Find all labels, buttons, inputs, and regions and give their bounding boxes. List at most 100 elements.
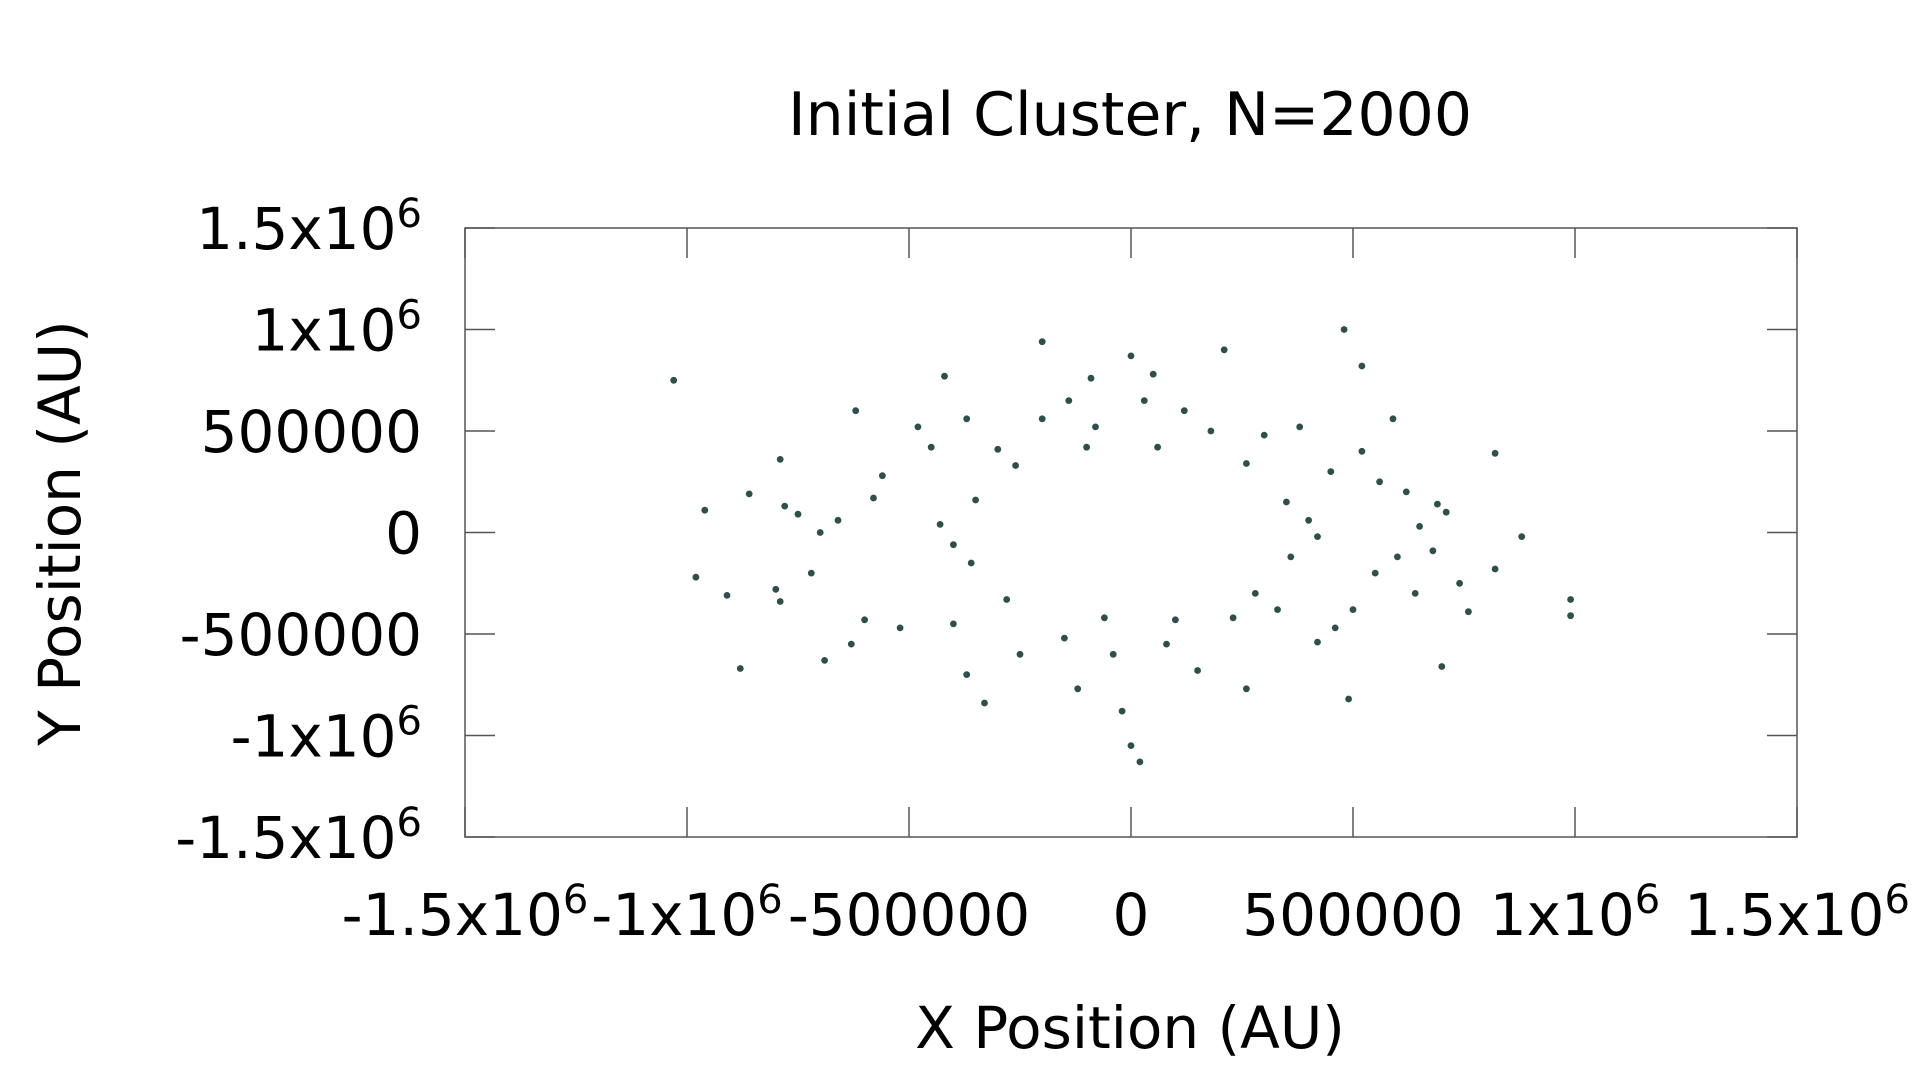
data-point [745, 490, 753, 498]
y-axis-label: Y Position (AU) [26, 320, 94, 747]
y-tick-label: 1x106 [252, 293, 422, 365]
data-point [896, 624, 904, 632]
data-point [1438, 663, 1446, 670]
data-point [1358, 447, 1366, 455]
data-point [1442, 508, 1450, 516]
x-tick-label: 1.5x106 [1684, 877, 1910, 949]
data-point [1314, 638, 1321, 646]
data-point [981, 699, 988, 707]
data-point [1065, 397, 1073, 404]
x-tick-label: -500000 [788, 881, 1030, 949]
data-point [950, 620, 957, 628]
data-point [1207, 427, 1215, 435]
data-point [1340, 326, 1348, 333]
x-tick-label: 0 [1113, 881, 1150, 949]
data-point [723, 592, 731, 599]
data-point [963, 671, 971, 678]
data-point [994, 445, 1002, 453]
data-point [670, 376, 678, 384]
data-point [1172, 616, 1179, 624]
data-point [1220, 346, 1228, 354]
y-tick-label: 1.5x106 [196, 191, 422, 263]
data-point [1429, 547, 1437, 555]
data-point [807, 569, 815, 577]
data-point [1327, 468, 1335, 475]
data-point [1012, 462, 1019, 469]
data-point [736, 665, 744, 672]
chart-title: Initial Cluster, N=2000 [788, 80, 1472, 150]
data-point [870, 494, 877, 502]
data-point [1434, 500, 1441, 508]
data-point [1087, 374, 1095, 382]
y-tick-label: -1.5x106 [175, 800, 422, 872]
data-point [1109, 650, 1117, 658]
data-point [936, 521, 944, 528]
data-point [1194, 667, 1201, 674]
data-point [1491, 449, 1499, 457]
x-tick-label: 500000 [1242, 881, 1463, 949]
data-point [1140, 397, 1148, 404]
data-point [967, 559, 975, 567]
data-point [1016, 650, 1024, 658]
y-axis: 1.5x106 1x106 500000 0 -500000 -1x106 -1.5x106 [175, 191, 1797, 872]
data-point [1074, 685, 1082, 693]
data-point [1163, 640, 1170, 648]
data-point [1061, 634, 1068, 642]
x-tick-label: -1.5x106 [342, 877, 589, 949]
data-point [1402, 488, 1410, 496]
data-point [1251, 590, 1259, 597]
data-point [1038, 338, 1046, 346]
data-point [776, 456, 784, 463]
data-point [1371, 569, 1379, 577]
data-point [794, 510, 802, 518]
data-point [914, 423, 922, 431]
data-point [1394, 553, 1401, 561]
x-axis-label: X Position (AU) [915, 994, 1345, 1062]
data-point [1038, 415, 1046, 423]
y-tick-label: -500000 [180, 601, 422, 669]
data-point [1305, 516, 1312, 524]
data-point [781, 502, 789, 510]
data-point [927, 443, 935, 451]
data-point [1358, 362, 1366, 370]
y-tick-label: -1x106 [231, 699, 422, 771]
data-point [1136, 758, 1144, 766]
data-point [1287, 553, 1295, 561]
x-axis: -1.5x106 -1x106 -500000 0 500000 1x106 1.5x106 [342, 228, 1910, 949]
data-point [1180, 407, 1188, 415]
data-point [1416, 523, 1423, 530]
data-point [1243, 460, 1250, 467]
data-point [772, 585, 780, 593]
data-point [701, 506, 709, 514]
data-point [1349, 606, 1357, 613]
data-point [861, 616, 868, 624]
data-point [1003, 596, 1011, 603]
data-point [1331, 624, 1339, 632]
data-point [950, 541, 957, 549]
data-point [816, 529, 824, 536]
x-tick-label: -1x106 [591, 877, 782, 949]
data-point [776, 598, 784, 605]
data-point [879, 472, 886, 480]
data-point [1149, 370, 1157, 378]
data-point [1314, 533, 1321, 540]
data-point [1243, 685, 1250, 693]
data-point [692, 573, 700, 581]
data-point [1127, 742, 1135, 749]
data-point [963, 415, 971, 423]
data-point [852, 407, 860, 415]
x-tick-label: 1x106 [1490, 877, 1660, 949]
data-point [1518, 533, 1526, 540]
data-point [1101, 614, 1108, 622]
data-point [972, 496, 979, 504]
data-point [1127, 352, 1135, 360]
data-point [1260, 431, 1268, 439]
data-point [1491, 565, 1499, 573]
data-point [1389, 415, 1397, 423]
data-point [1296, 423, 1304, 431]
data-point [1274, 606, 1281, 613]
data-point [1345, 695, 1352, 703]
data-point [1567, 596, 1574, 603]
data-point [1229, 614, 1237, 622]
